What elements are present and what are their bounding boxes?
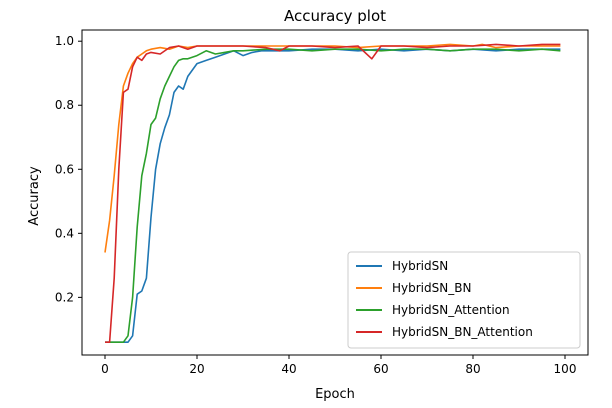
legend-label: HybridSN_Attention — [392, 303, 510, 317]
y-axis-ticks: 0.2 0.4 0.6 0.8 1.0 — [55, 34, 82, 304]
x-tick-label: 80 — [465, 362, 480, 376]
x-tick-label: 60 — [373, 362, 388, 376]
plot-frame — [81, 29, 589, 356]
chart-legend: HybridSN HybridSN_BN HybridSN_Attention Hyb… — [347, 251, 581, 349]
y-tick-label: 1.0 — [55, 34, 74, 48]
chart-title: Accuracy plot — [284, 7, 386, 25]
legend-label: HybridSN_BN — [392, 281, 471, 295]
y-tick-label: 0.2 — [55, 290, 74, 304]
legend-label: HybridSN_BN_Attention — [392, 325, 533, 339]
plot-area — [104, 43, 561, 343]
x-axis-ticks: 0 20 40 60 80 100 — [101, 355, 576, 376]
y-tick-label: 0.4 — [55, 226, 74, 240]
x-tick-label: 20 — [189, 362, 204, 376]
legend-label: HybridSN — [392, 259, 448, 273]
legend-box — [347, 251, 581, 349]
series-line-2 — [105, 48, 561, 343]
y-axis-label: Accuracy — [27, 166, 42, 226]
x-tick-label: 40 — [281, 362, 296, 376]
y-tick-label: 0.6 — [55, 162, 74, 176]
x-axis-label: Epoch — [315, 387, 355, 402]
series-line-0 — [105, 48, 561, 343]
x-tick-label: 0 — [101, 362, 109, 376]
x-tick-label: 100 — [554, 362, 577, 376]
y-tick-label: 0.8 — [55, 98, 74, 112]
series-line-3 — [105, 43, 561, 343]
